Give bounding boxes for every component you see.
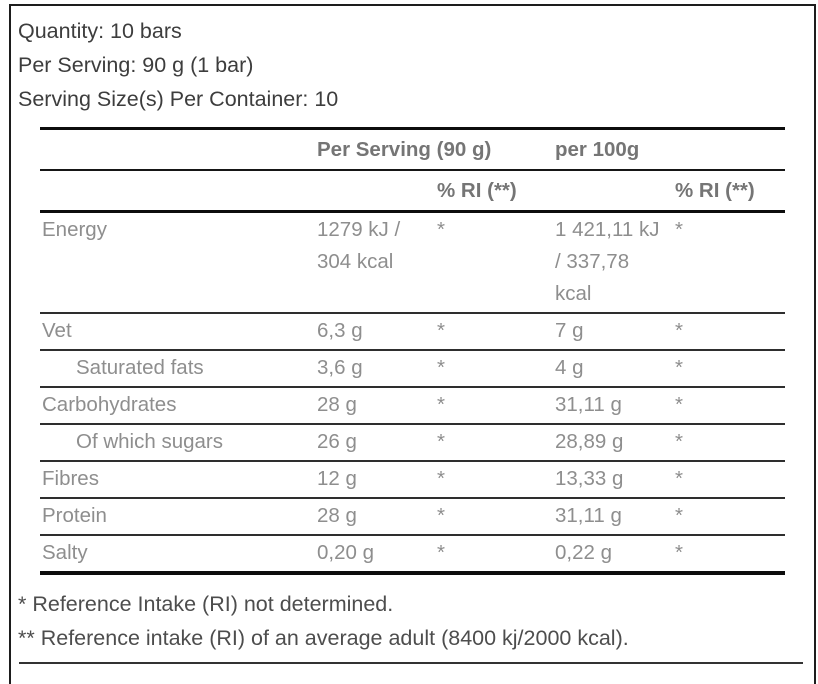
- serving-value: 26 g: [317, 430, 357, 453]
- empty-header-cell: [40, 170, 315, 212]
- per-100g-value: 4 g: [555, 356, 584, 379]
- per-100g-ri-value: *: [675, 541, 683, 564]
- empty-header-cell: [40, 129, 315, 171]
- serving-value: 1279 kJ / 304 kcal: [317, 218, 401, 273]
- nutrient-name: Salty: [42, 541, 88, 564]
- per-100g-ri-value: *: [675, 467, 683, 490]
- serving-value: 12 g: [317, 467, 357, 490]
- per-100g-value: 31,11 g: [555, 393, 622, 416]
- per-100g-ri-value: *: [675, 356, 683, 379]
- bottom-divider: [19, 662, 803, 664]
- per-100g-value: 0,22 g: [555, 541, 612, 564]
- col-header-ri-100g: % RI (**): [675, 179, 755, 202]
- quantity-line: Quantity: 10 bars: [18, 19, 182, 43]
- nutrient-name: Fibres: [42, 467, 99, 490]
- serving-value: 3,6 g: [317, 356, 363, 379]
- serving-ri-value: *: [437, 393, 445, 416]
- per-100g-ri-value: *: [675, 430, 683, 453]
- table-row-fat: Vet 6,3 g * 7 g *: [40, 313, 786, 350]
- serving-value: 28 g: [317, 393, 357, 416]
- nutrient-name: Vet: [42, 319, 72, 342]
- serving-ri-value: *: [437, 541, 445, 564]
- serving-ri-value: *: [437, 356, 445, 379]
- table-row-salt: Salty 0,20 g * 0,22 g *: [40, 535, 786, 573]
- per-100g-value: 7 g: [555, 319, 584, 342]
- table-row-carbohydrates: Carbohydrates 28 g * 31,11 g *: [40, 387, 786, 424]
- serving-value: 6,3 g: [317, 319, 363, 342]
- serving-ri-value: *: [437, 319, 445, 342]
- empty-header-cell: [315, 170, 435, 212]
- serving-value: 0,20 g: [317, 541, 374, 564]
- table-row-protein: Protein 28 g * 31,11 g *: [40, 498, 786, 535]
- per-100g-ri-value: *: [675, 319, 683, 342]
- serving-ri-value: *: [437, 504, 445, 527]
- per-100g-ri-value: *: [675, 393, 683, 416]
- table-row-fibres: Fibres 12 g * 13,33 g *: [40, 461, 786, 498]
- col-header-per-100g: per 100g: [555, 138, 640, 161]
- footnotes: * Reference Intake (RI) not determined. …: [18, 587, 806, 655]
- nutrient-name: Protein: [42, 504, 107, 527]
- product-summary: Quantity: 10 bars Per Serving: 90 g (1 b…: [18, 14, 806, 116]
- nutrition-panel: Quantity: 10 bars Per Serving: 90 g (1 b…: [9, 4, 816, 684]
- serving-ri-value: *: [437, 467, 445, 490]
- per-100g-value: 28,89 g: [555, 430, 624, 453]
- per-100g-ri-value: *: [675, 218, 683, 241]
- per-100g-value: 31,11 g: [555, 504, 622, 527]
- table-row-saturated-fats: Saturated fats 3,6 g * 4 g *: [40, 350, 786, 387]
- col-header-per-serving: Per Serving (90 g): [317, 138, 492, 161]
- serving-value: 28 g: [317, 504, 357, 527]
- table-row-sugars: Of which sugars 26 g * 28,89 g *: [40, 424, 786, 461]
- nutrient-name: Of which sugars: [76, 430, 223, 453]
- table-subheader-row: % RI (**) % RI (**): [40, 170, 786, 212]
- footnote-ri-average-adult: ** Reference intake (RI) of an average a…: [18, 626, 629, 650]
- nutrient-name: Energy: [42, 218, 107, 241]
- table-header-row: Per Serving (90 g) per 100g: [40, 128, 786, 171]
- col-header-ri-serving: % RI (**): [437, 179, 517, 202]
- per-100g-value: 1 421,11 kJ / 337,78 kcal: [555, 218, 660, 305]
- serving-ri-value: *: [437, 430, 445, 453]
- table-row-energy: Energy 1279 kJ / 304 kcal * 1 421,11 kJ …: [40, 212, 786, 313]
- per-100g-ri-value: *: [675, 504, 683, 527]
- footnote-ri-not-determined: * Reference Intake (RI) not determined.: [18, 592, 394, 616]
- nutrient-name: Carbohydrates: [42, 393, 177, 416]
- empty-header-cell: [553, 170, 673, 212]
- per-serving-line: Per Serving: 90 g (1 bar): [18, 53, 254, 77]
- servings-per-container-line: Serving Size(s) Per Container: 10: [18, 87, 339, 111]
- nutrition-table: Per Serving (90 g) per 100g % RI (**) % …: [40, 127, 786, 575]
- per-100g-value: 13,33 g: [555, 467, 624, 490]
- nutrient-name: Saturated fats: [76, 356, 204, 379]
- serving-ri-value: *: [437, 218, 445, 241]
